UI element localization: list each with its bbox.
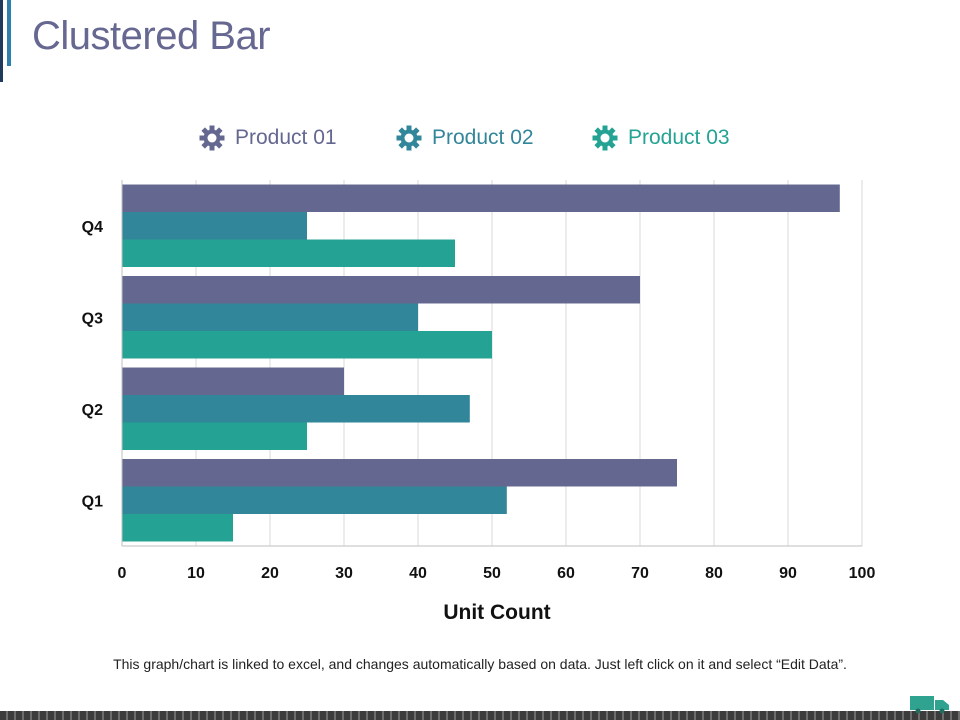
title-accent-bar xyxy=(0,0,3,82)
title-accent-bar-light xyxy=(7,0,11,66)
bar-product-01-q3 xyxy=(122,276,640,304)
legend-label: Product 03 xyxy=(628,126,730,149)
bottom-decorative-strip xyxy=(0,711,960,720)
bar-product-01-q4 xyxy=(122,184,840,212)
legend-item-product-02[interactable]: Product 02 xyxy=(395,118,534,158)
chart-legend: Product 01 Product 02 Product 03 xyxy=(0,118,960,158)
y-tick-label: Q1 xyxy=(82,493,103,510)
bar-product-02-q4 xyxy=(122,212,307,240)
x-tick-label: 0 xyxy=(118,565,127,582)
bar-product-03-q3 xyxy=(122,331,492,359)
x-tick-label: 20 xyxy=(261,565,279,582)
y-tick-label: Q4 xyxy=(82,219,103,236)
clustered-bar-chart: Q1 Q2 Q3 Q4 0 10 20 30 40 50 60 70 80 90 100 xyxy=(82,180,876,582)
gear-icon xyxy=(199,125,225,151)
x-axis-label: Unit Count xyxy=(443,601,551,624)
gear-icon xyxy=(396,125,422,151)
bar-product-01-q2 xyxy=(122,367,344,395)
bar-product-03-q2 xyxy=(122,422,307,450)
bar-product-01-q1 xyxy=(122,459,677,487)
bar-product-03-q4 xyxy=(122,239,455,267)
footnote: This graph/chart is linked to excel, and… xyxy=(113,656,847,672)
bar-product-02-q3 xyxy=(122,303,418,331)
truck-icon xyxy=(910,696,949,714)
legend-label: Product 02 xyxy=(432,126,534,149)
x-tick-label: 50 xyxy=(483,565,501,582)
bar-product-03-q1 xyxy=(122,514,233,542)
page-title: Clustered Bar xyxy=(32,14,271,58)
y-tick-label: Q2 xyxy=(82,402,103,419)
x-tick-label: 90 xyxy=(779,565,797,582)
legend-item-product-03[interactable]: Product 03 xyxy=(591,118,730,158)
bar-product-02-q1 xyxy=(122,486,507,514)
x-tick-label: 30 xyxy=(335,565,353,582)
x-tick-label: 60 xyxy=(557,565,575,582)
x-tick-label: 80 xyxy=(705,565,723,582)
y-tick-label: Q3 xyxy=(82,310,103,327)
bar-product-02-q2 xyxy=(122,395,470,423)
x-tick-label: 70 xyxy=(631,565,649,582)
gear-icon xyxy=(592,125,618,151)
x-tick-label: 40 xyxy=(409,565,427,582)
x-tick-label: 10 xyxy=(187,565,205,582)
legend-item-product-01[interactable]: Product 01 xyxy=(198,118,337,158)
x-tick-label: 100 xyxy=(849,565,876,582)
legend-label: Product 01 xyxy=(235,126,337,149)
